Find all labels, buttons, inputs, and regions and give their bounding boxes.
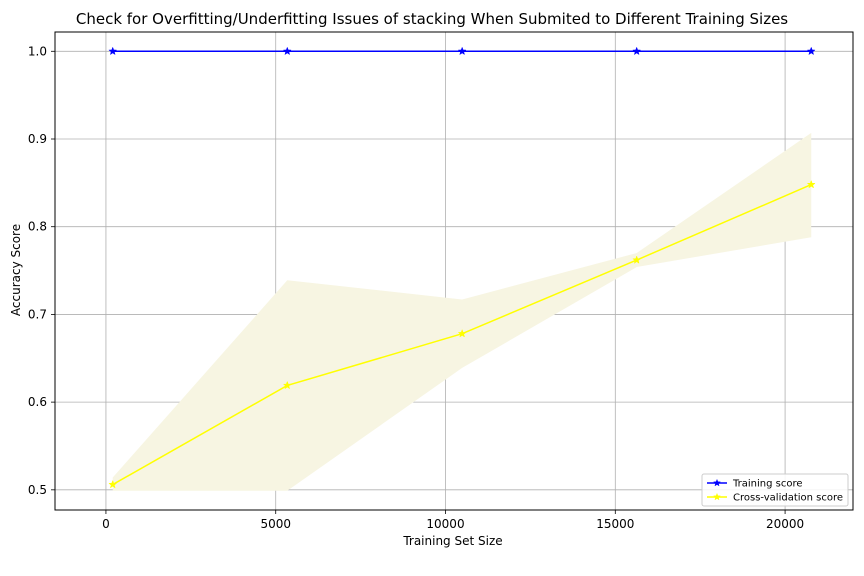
- x-axis-ticks: 0 5000 10000 15000 20000: [102, 510, 804, 531]
- legend-swatch-marker: [712, 492, 722, 501]
- plot-area-frame: [54, 31, 854, 511]
- data-point-series-1: [806, 46, 816, 56]
- confidence-bands: [112, 132, 812, 491]
- data-point-series-2: [282, 380, 292, 390]
- y-axis-label: Accuracy Score: [9, 224, 23, 316]
- y-tick-label: 0.6: [28, 395, 47, 409]
- legend-box: [701, 473, 849, 507]
- legend-entry-label: Training score: [732, 479, 803, 490]
- data-point-series-1: [457, 46, 467, 56]
- chart-title: Check for Overfitting/Underfitting Issue…: [76, 10, 788, 28]
- data-point-series-2: [632, 255, 642, 264]
- data-point-series-1: [282, 46, 292, 56]
- x-tick-label: 10000: [426, 517, 464, 531]
- data-point-series-2: [457, 328, 467, 338]
- y-tick-label: 0.7: [28, 307, 47, 321]
- y-tick-label: 1.0: [28, 44, 47, 58]
- x-axis-label: Training Set Size: [402, 534, 502, 548]
- confidence-band-series-2: [112, 132, 812, 491]
- x-tick-label: 15000: [596, 517, 634, 531]
- legend-entry-label: Cross-validation score: [733, 493, 843, 504]
- data-point-series-1: [632, 46, 642, 56]
- y-axis-ticks: 0.5 0.6 0.7 0.8 0.9 1.0: [28, 44, 55, 497]
- legend: Training score Cross-validation score: [701, 473, 849, 507]
- data-point-series-2: [806, 179, 816, 189]
- x-tick-label: 20000: [766, 517, 804, 531]
- y-tick-label: 0.9: [28, 132, 47, 146]
- y-tick-label: 0.5: [28, 483, 47, 497]
- series-lines: [108, 46, 816, 489]
- x-tick-label: 5000: [260, 517, 291, 531]
- data-point-series-2: [108, 479, 118, 489]
- y-tick-label: 0.8: [28, 220, 47, 234]
- data-point-series-1: [108, 46, 118, 56]
- legend-swatch-marker: [712, 478, 722, 487]
- x-tick-label: 0: [102, 517, 110, 531]
